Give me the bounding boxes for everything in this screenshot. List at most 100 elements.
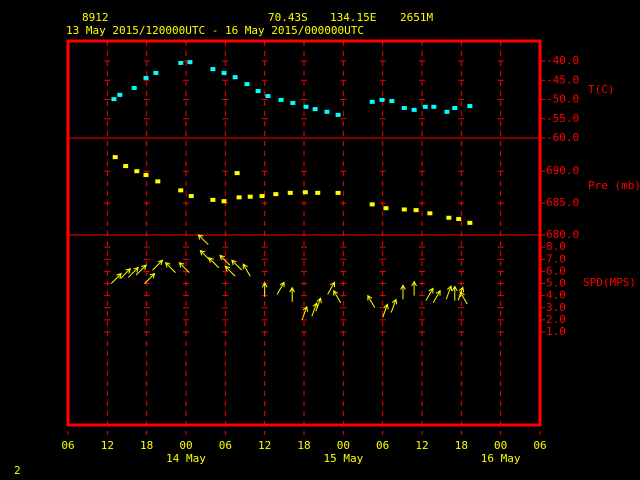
point — [273, 192, 279, 197]
latitude: 70.43S — [268, 11, 308, 24]
wind-arrow — [382, 303, 389, 318]
y-tick-label: -50.0 — [546, 93, 579, 106]
wind-arrow — [199, 249, 211, 261]
y-tick-label: 8.0 — [546, 240, 566, 253]
point — [369, 202, 375, 207]
point — [265, 94, 271, 99]
x-tick-label: 18 — [297, 439, 310, 452]
point — [221, 70, 227, 75]
point — [143, 75, 149, 80]
wind-arrow — [289, 286, 296, 302]
point — [315, 190, 321, 195]
point — [401, 105, 407, 110]
point — [259, 194, 265, 199]
point — [422, 104, 428, 109]
point — [143, 173, 149, 178]
point — [427, 211, 433, 216]
wind-arrow — [276, 281, 285, 295]
point — [335, 112, 341, 117]
wind-arrow — [242, 263, 251, 277]
point — [210, 67, 216, 72]
wind-arrow — [400, 284, 406, 300]
elevation: 2651M — [400, 11, 433, 24]
wind-arrow — [432, 289, 441, 304]
point — [312, 107, 318, 112]
panel-label: SPD(MPS) — [583, 276, 636, 289]
day-label: 16 May — [481, 452, 521, 465]
point — [234, 171, 240, 176]
x-tick-label: 12 — [415, 439, 428, 452]
y-tick-label: 7.0 — [546, 252, 566, 265]
wind-arrow — [451, 285, 458, 301]
point — [178, 188, 184, 193]
wind-arrow — [110, 272, 122, 284]
point — [302, 190, 308, 195]
y-tick-label: -40.0 — [546, 54, 579, 67]
point — [401, 207, 407, 212]
y-tick-label: 3.0 — [546, 301, 566, 314]
day-label: 15 May — [323, 452, 363, 465]
day-label: 14 May — [166, 452, 206, 465]
point — [210, 197, 216, 202]
wind-arrow — [333, 289, 342, 304]
point — [155, 179, 161, 184]
wind-arrow — [459, 291, 468, 305]
point — [117, 92, 123, 97]
wind-arrow — [301, 305, 309, 321]
wind-arrow — [261, 281, 268, 297]
y-tick-label: 4.0 — [546, 289, 566, 302]
point — [236, 195, 242, 200]
x-tick-label: 06 — [533, 439, 546, 452]
y-tick-label: 1.0 — [546, 325, 566, 338]
point — [247, 194, 253, 199]
panel-label: T(C) — [588, 83, 615, 96]
x-tick-label: 00 — [494, 439, 507, 452]
point — [178, 60, 184, 65]
point — [278, 97, 284, 102]
point — [369, 99, 375, 104]
wind-arrow — [120, 268, 132, 280]
point — [456, 217, 462, 222]
y-tick-label: 690.0 — [546, 164, 579, 177]
y-tick-label: 685.0 — [546, 196, 579, 209]
wind-arrow — [367, 294, 376, 309]
point — [446, 215, 452, 220]
point — [290, 100, 296, 105]
y-tick-label: 680.0 — [546, 228, 579, 241]
wind-arrow — [425, 287, 434, 301]
point — [134, 169, 140, 174]
wind-arrow — [390, 298, 398, 313]
point — [467, 220, 473, 225]
x-tick-label: 12 — [258, 439, 271, 452]
x-tick-label: 12 — [101, 439, 114, 452]
point — [244, 82, 250, 87]
x-tick-label: 06 — [61, 439, 74, 452]
wind-arrow — [208, 257, 220, 269]
wind-arrow — [178, 261, 190, 273]
wind-arrow — [327, 281, 336, 295]
point — [255, 89, 261, 94]
wind-arrow — [127, 266, 139, 278]
point — [467, 104, 473, 109]
y-tick-label: 5.0 — [546, 277, 566, 290]
y-tick-label: -55.0 — [546, 112, 579, 125]
point — [153, 70, 159, 75]
x-tick-label: 06 — [219, 439, 232, 452]
point — [123, 164, 129, 169]
x-tick-label: 18 — [455, 439, 468, 452]
point — [112, 155, 118, 160]
wind-arrow — [445, 285, 453, 300]
point — [383, 206, 389, 211]
point — [431, 104, 437, 109]
y-tick-label: -45.0 — [546, 73, 579, 86]
wind-arrow — [135, 264, 147, 276]
point — [335, 190, 341, 195]
footer: 2 — [14, 464, 21, 477]
frame — [66, 39, 542, 427]
point — [221, 199, 227, 204]
point — [379, 97, 385, 102]
wind-arrow — [231, 259, 243, 271]
x-tick-label: 18 — [140, 439, 153, 452]
point — [389, 99, 395, 104]
